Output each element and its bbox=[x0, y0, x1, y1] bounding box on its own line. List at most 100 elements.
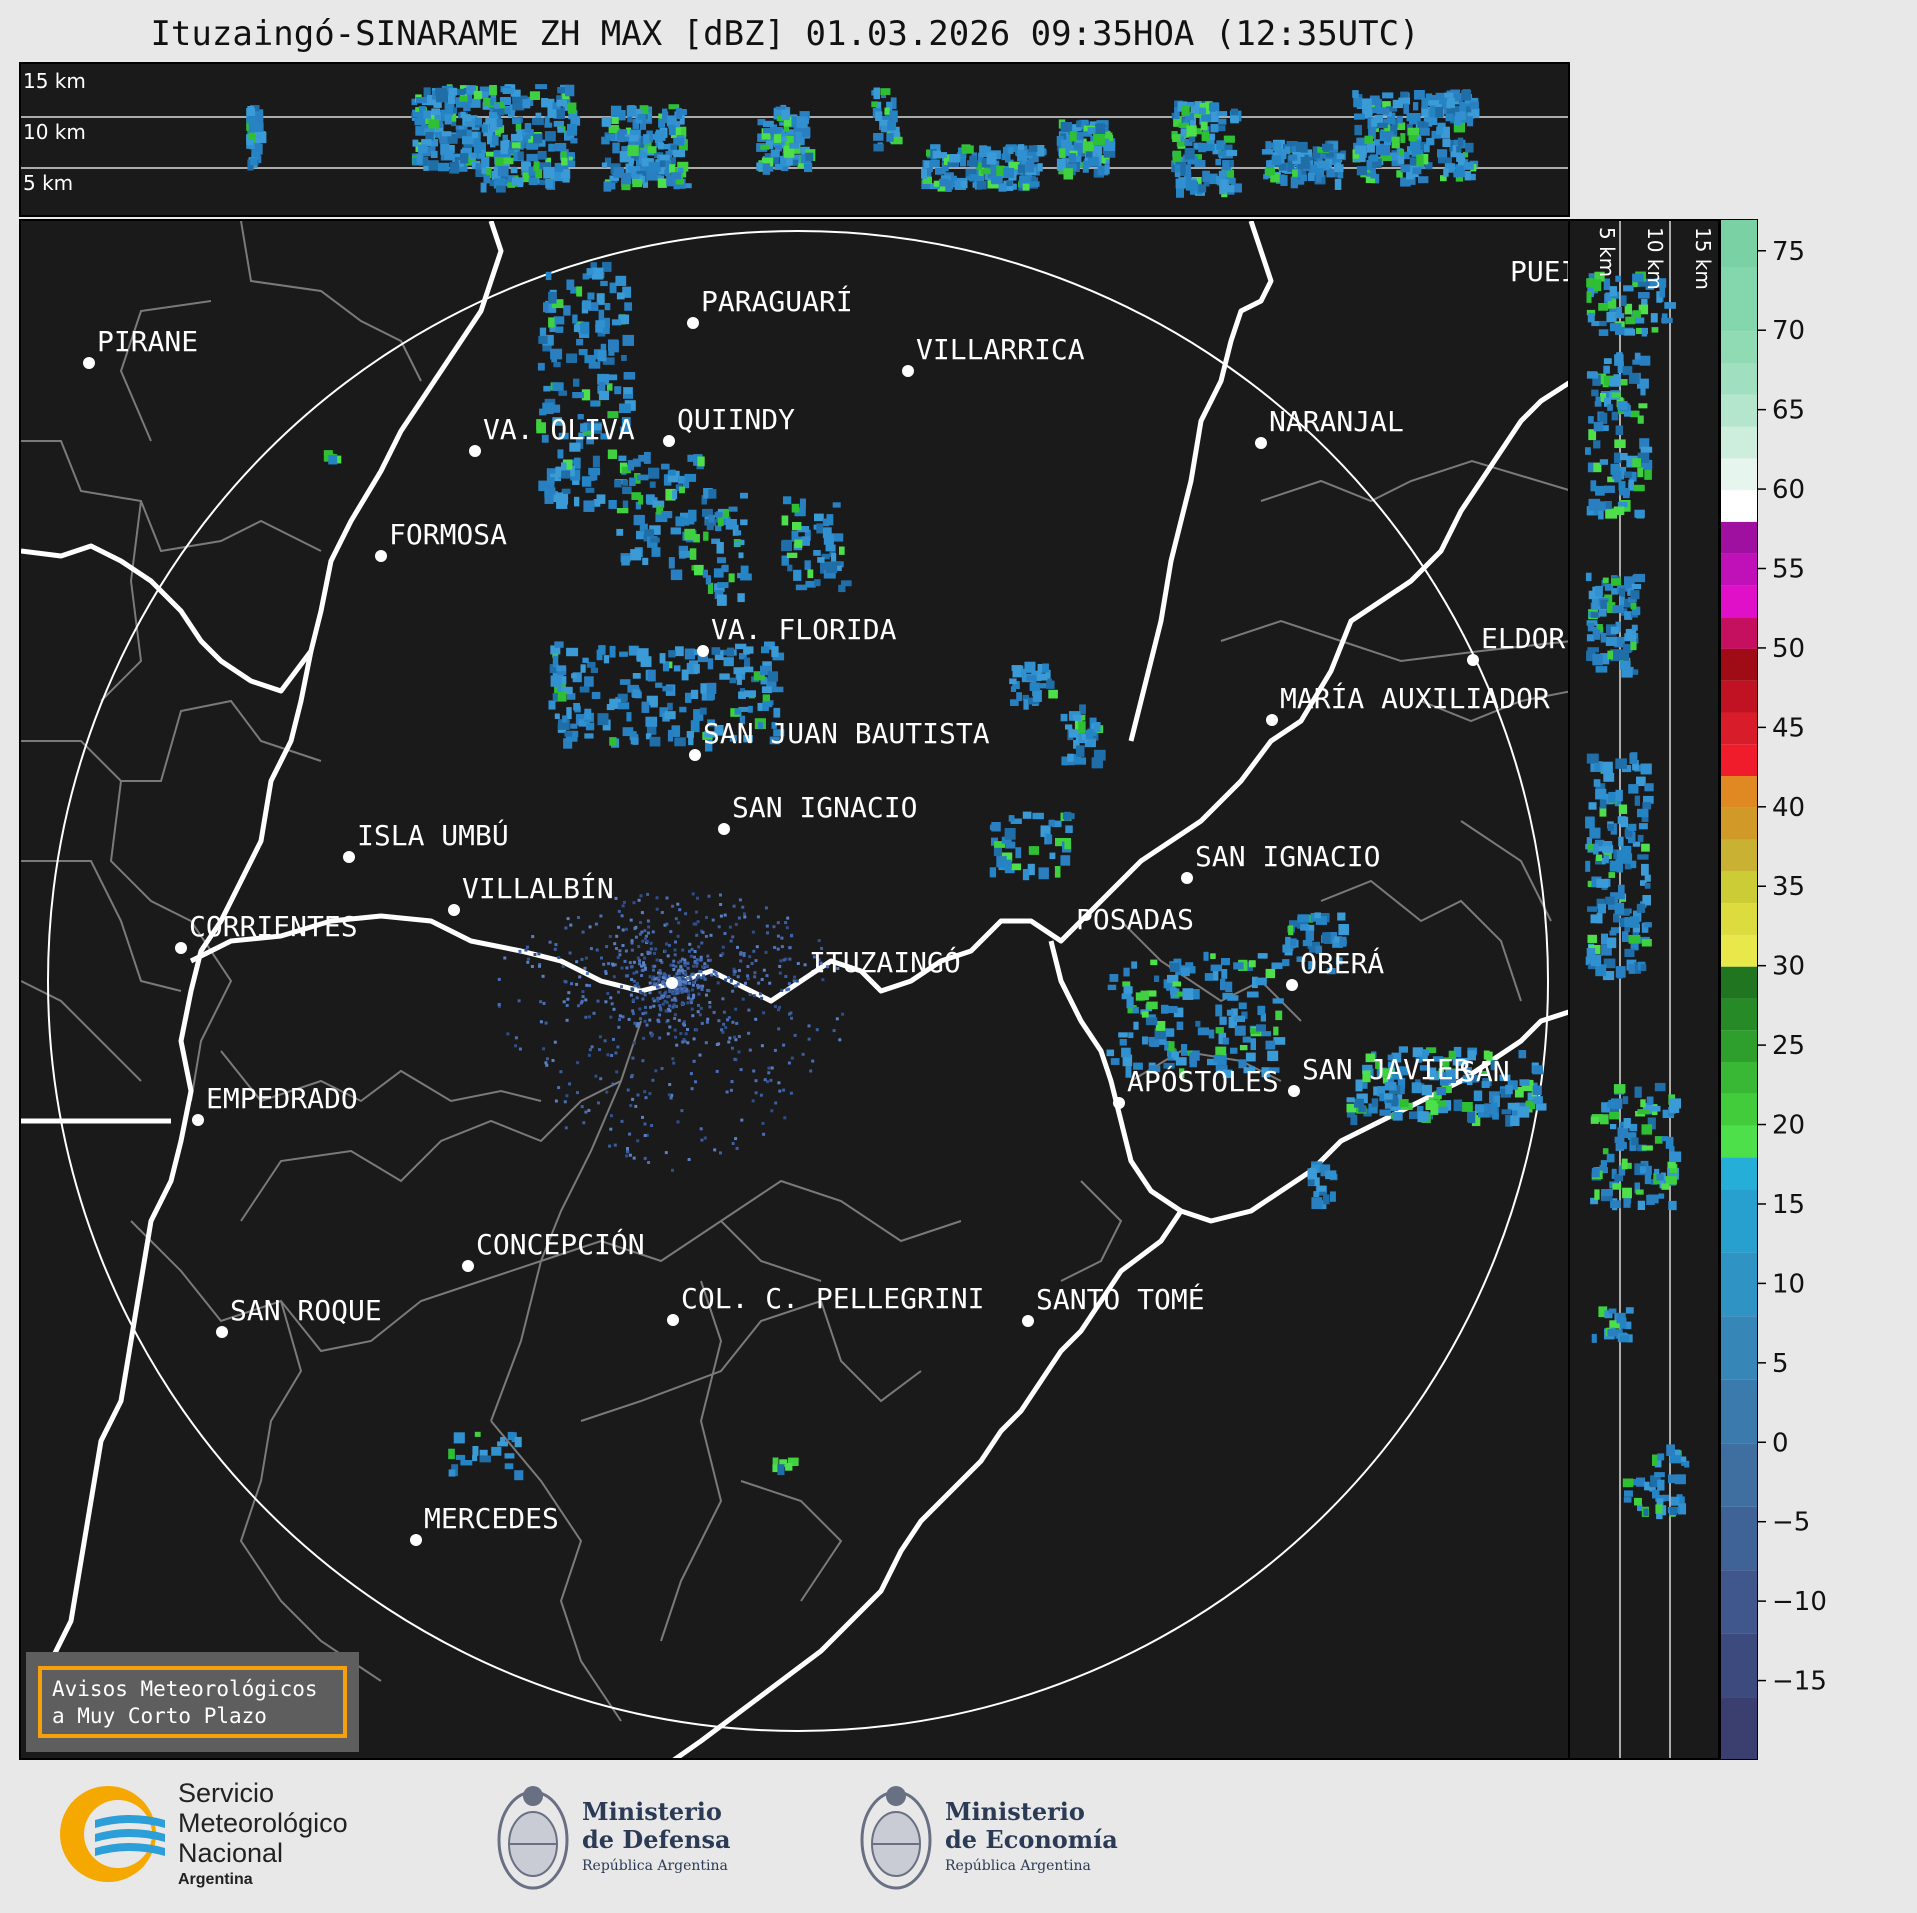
echo-pixel bbox=[1644, 783, 1654, 792]
echo-pixel bbox=[1587, 906, 1598, 912]
echo-pixel bbox=[618, 129, 628, 135]
clutter-pixel bbox=[673, 996, 677, 1000]
echo-pixel bbox=[881, 92, 887, 99]
clutter-pixel bbox=[754, 1091, 758, 1095]
clutter-pixel bbox=[720, 1028, 724, 1032]
clutter-pixel bbox=[696, 896, 699, 900]
radar-map[interactable]: PARAGUARÍ VILLARRICA PIRANE QUIINDY VA. OLIV… bbox=[19, 219, 1570, 1760]
echo-pixel bbox=[481, 124, 488, 133]
echo-pixel bbox=[1588, 802, 1597, 810]
echo-pixel bbox=[633, 514, 645, 526]
city-marker bbox=[192, 1114, 204, 1126]
clutter-pixel bbox=[741, 997, 745, 1001]
clutter-pixel bbox=[683, 971, 687, 975]
echo-pixel bbox=[1037, 163, 1043, 172]
echo-pixel bbox=[1037, 664, 1045, 673]
echo-pixel bbox=[1638, 823, 1648, 830]
echo-pixel bbox=[670, 167, 682, 173]
clutter-pixel bbox=[835, 1017, 839, 1021]
echo-pixel bbox=[1200, 121, 1208, 131]
echo-pixel bbox=[622, 500, 629, 511]
echo-pixel bbox=[1180, 128, 1187, 137]
echo-pixel bbox=[1590, 1197, 1599, 1205]
clutter-pixel bbox=[665, 922, 669, 926]
echo-pixel bbox=[570, 138, 578, 144]
colorbar-band bbox=[1721, 807, 1757, 840]
echo-pixel bbox=[1170, 987, 1177, 995]
echo-pixel bbox=[1400, 91, 1409, 98]
echo-pixel bbox=[951, 175, 957, 188]
echo-pixel bbox=[588, 467, 601, 476]
echo-pixel bbox=[248, 120, 258, 132]
clutter-pixel bbox=[793, 1033, 797, 1037]
clutter-pixel bbox=[632, 1156, 636, 1160]
echo-pixel bbox=[1597, 373, 1607, 385]
echo-pixel bbox=[1618, 804, 1628, 814]
clutter-pixel bbox=[644, 1011, 648, 1015]
clutter-pixel bbox=[677, 979, 680, 983]
clutter-pixel bbox=[703, 1136, 707, 1140]
echo-pixel bbox=[1624, 917, 1635, 928]
clutter-pixel bbox=[587, 1015, 591, 1019]
clutter-pixel bbox=[551, 1059, 555, 1062]
echo-pixel bbox=[788, 116, 798, 126]
echo-pixel bbox=[1669, 1455, 1682, 1464]
clutter-pixel bbox=[640, 911, 644, 915]
echo-pixel bbox=[1669, 1506, 1678, 1516]
echo-pixel bbox=[1595, 964, 1607, 977]
echo-pixel bbox=[1019, 175, 1031, 188]
clutter-pixel bbox=[807, 1037, 811, 1041]
echo-pixel bbox=[1615, 966, 1626, 978]
echo-pixel bbox=[535, 169, 543, 179]
clutter-pixel bbox=[568, 951, 572, 955]
echo-pixel bbox=[1028, 145, 1038, 152]
echo-pixel bbox=[675, 646, 684, 657]
clutter-pixel bbox=[626, 1147, 629, 1150]
echo-pixel bbox=[1669, 1146, 1675, 1153]
echo-pixel bbox=[1461, 1102, 1473, 1112]
echo-pixel bbox=[572, 392, 584, 399]
echo-pixel bbox=[1063, 811, 1071, 821]
echo-pixel bbox=[1052, 820, 1062, 828]
echo-pixel bbox=[646, 171, 658, 181]
clutter-pixel bbox=[691, 892, 695, 896]
echo-pixel bbox=[1179, 1068, 1185, 1079]
clutter-pixel bbox=[553, 947, 557, 951]
echo-pixel bbox=[1384, 1093, 1393, 1100]
city-label: VILLARRICA bbox=[916, 333, 1085, 366]
echo-pixel bbox=[475, 167, 484, 178]
clutter-pixel bbox=[647, 925, 651, 929]
echo-pixel bbox=[1590, 612, 1600, 618]
echo-pixel bbox=[706, 522, 714, 531]
echo-pixel bbox=[647, 146, 657, 154]
echo-pixel bbox=[783, 116, 792, 127]
echo-pixel bbox=[1453, 1099, 1463, 1112]
echo-pixel bbox=[1004, 867, 1015, 874]
echo-pixel bbox=[771, 722, 777, 729]
echo-pixel bbox=[1307, 1168, 1317, 1180]
echo-pixel bbox=[688, 734, 694, 746]
clutter-pixel bbox=[668, 1083, 672, 1086]
echo-pixel bbox=[628, 158, 634, 165]
clutter-pixel bbox=[746, 974, 750, 978]
echo-pixel bbox=[1441, 1085, 1452, 1093]
echo-pixel bbox=[1233, 1015, 1246, 1023]
echo-pixel bbox=[649, 736, 661, 747]
clutter-pixel bbox=[701, 965, 705, 969]
echo-pixel bbox=[1350, 1114, 1358, 1126]
clutter-pixel bbox=[542, 1001, 546, 1005]
colorbar-band bbox=[1721, 1379, 1757, 1444]
echo-pixel bbox=[1339, 936, 1347, 947]
echo-pixel bbox=[1055, 838, 1067, 847]
clutter-pixel bbox=[634, 1104, 638, 1108]
warning-box[interactable]: Avisos Meteorológicos a Muy Corto Plazo bbox=[26, 1652, 359, 1752]
clutter-pixel bbox=[506, 1032, 510, 1036]
echo-pixel bbox=[1189, 132, 1196, 143]
clutter-pixel bbox=[680, 990, 684, 994]
echo-pixel bbox=[1624, 303, 1633, 315]
echo-pixel bbox=[554, 162, 564, 172]
echo-pixel bbox=[1238, 1059, 1247, 1069]
echo-pixel bbox=[1107, 984, 1117, 991]
echo-pixel bbox=[1387, 112, 1396, 125]
echo-pixel bbox=[1332, 938, 1343, 948]
